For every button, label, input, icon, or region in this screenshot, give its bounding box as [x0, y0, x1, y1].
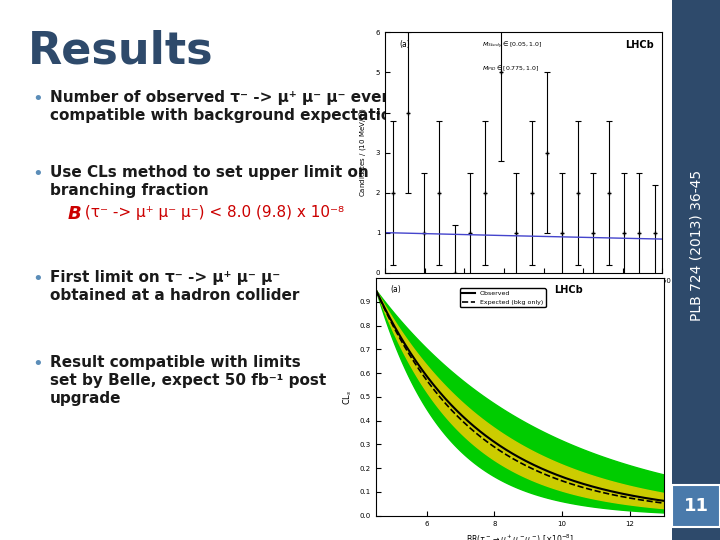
X-axis label: BR($\tau^- \rightarrow \mu^+\mu^-\mu^-$) [$\times 10^{-8}$]: BR($\tau^- \rightarrow \mu^+\mu^-\mu^-$)…	[466, 532, 574, 540]
Text: PLB 724 (2013) 36-45: PLB 724 (2013) 36-45	[689, 170, 703, 321]
Bar	[647, 233, 662, 273]
Text: Use CLs method to set upper limit on: Use CLs method to set upper limit on	[50, 165, 369, 180]
Text: •: •	[32, 355, 42, 373]
Bar	[555, 233, 570, 273]
Bar	[524, 193, 539, 273]
Text: upgrade: upgrade	[50, 391, 122, 406]
Text: (a): (a)	[390, 285, 401, 294]
Bar	[540, 152, 554, 273]
Text: compatible with background expectation: compatible with background expectation	[50, 108, 402, 123]
Text: (a): (a)	[399, 39, 410, 49]
Expected (bkg only)	[543, 472, 552, 478]
Bar	[432, 193, 446, 273]
Bar	[586, 233, 600, 273]
Text: obtained at a hadron collider: obtained at a hadron collider	[50, 288, 300, 303]
X-axis label: $m(\mu^-\mu^+\mu^-)$ [MeV/$c^2$]: $m(\mu^-\mu^+\mu^-)$ [MeV/$c^2$]	[480, 289, 567, 303]
Bar	[417, 233, 431, 273]
Line: Expected (bkg only): Expected (bkg only)	[376, 290, 664, 503]
Text: •: •	[32, 165, 42, 183]
Line: Observed: Observed	[376, 290, 664, 501]
Text: B: B	[68, 205, 82, 223]
Bar	[478, 193, 492, 273]
Expected (bkg only)	[542, 471, 551, 478]
Bar	[617, 233, 631, 273]
Y-axis label: Candidates / (10 MeV/$c^2$): Candidates / (10 MeV/$c^2$)	[358, 108, 370, 197]
Text: (τ⁻ -> μ⁺ μ⁻ μ⁻) < 8.0 (9.8) x 10⁻⁸: (τ⁻ -> μ⁺ μ⁻ μ⁻) < 8.0 (9.8) x 10⁻⁸	[80, 205, 344, 220]
Bar	[401, 112, 415, 273]
Text: branching fraction: branching fraction	[50, 183, 209, 198]
FancyBboxPatch shape	[672, 0, 720, 540]
Y-axis label: CL$_s$: CL$_s$	[342, 389, 354, 404]
Text: Number of observed τ⁻ -> μ⁺ μ⁻ μ⁻ events: Number of observed τ⁻ -> μ⁺ μ⁻ μ⁻ events	[50, 90, 409, 105]
Observed	[542, 467, 551, 474]
Observed	[548, 470, 557, 476]
Expected (bkg only)	[372, 289, 381, 295]
Bar	[570, 193, 585, 273]
Bar	[509, 233, 523, 273]
Text: $M_{PID} \in [0.775, 1.0]$: $M_{PID} \in [0.775, 1.0]$	[482, 64, 540, 73]
Observed	[372, 289, 381, 295]
Observed	[372, 287, 380, 293]
Bar	[632, 233, 647, 273]
Expected (bkg only)	[548, 474, 557, 481]
Text: 11: 11	[683, 497, 708, 515]
Text: Result compatible with limits: Result compatible with limits	[50, 355, 301, 370]
Expected (bkg only)	[660, 500, 668, 507]
Text: LHCb: LHCb	[554, 285, 583, 295]
Text: at 90% (95%) C.L.: at 90% (95%) C.L.	[390, 205, 557, 223]
Observed	[543, 468, 552, 474]
Expected (bkg only)	[633, 496, 642, 503]
Bar	[601, 193, 616, 273]
Text: •: •	[32, 90, 42, 108]
Text: Results: Results	[28, 30, 214, 73]
Expected (bkg only)	[372, 287, 380, 293]
Expected (bkg only)	[614, 492, 623, 499]
Text: $M_{3body} \in [0.05, 1.0]$: $M_{3body} \in [0.05, 1.0]$	[482, 39, 543, 51]
Bar	[494, 72, 508, 273]
Text: First limit on τ⁻ -> μ⁺ μ⁻ μ⁻: First limit on τ⁻ -> μ⁺ μ⁻ μ⁻	[50, 270, 280, 285]
FancyBboxPatch shape	[672, 485, 720, 527]
Bar	[386, 193, 400, 273]
Observed	[614, 490, 623, 496]
Observed	[660, 497, 668, 504]
Observed	[633, 493, 642, 500]
Legend: Observed, Expected (bkg only): Observed, Expected (bkg only)	[460, 288, 546, 307]
Text: set by Belle, expect 50 fb⁻¹ post: set by Belle, expect 50 fb⁻¹ post	[50, 373, 326, 388]
Text: LHCb: LHCb	[626, 39, 654, 50]
Bar	[463, 233, 477, 273]
Text: •: •	[32, 270, 42, 288]
